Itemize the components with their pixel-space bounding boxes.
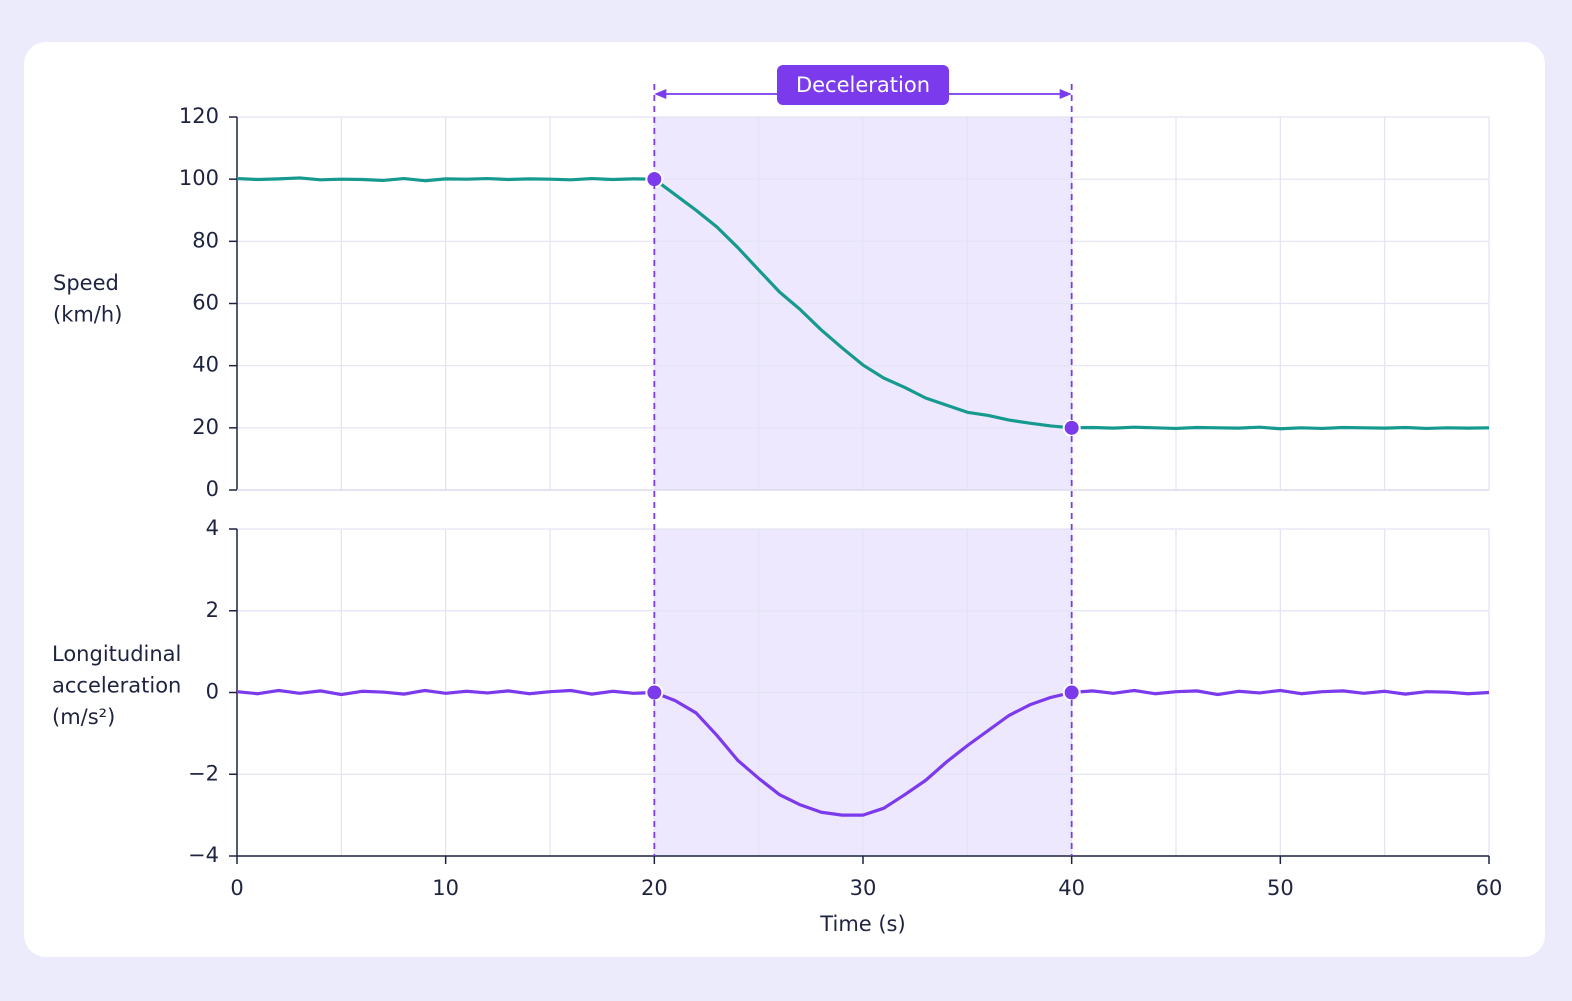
y-tick-label: 20 [192,415,219,439]
y-tick-label: −4 [188,843,219,867]
y-tick-label: 80 [192,228,219,252]
y-axis-label: Longitudinal [52,642,181,666]
card [24,42,1545,957]
x-tick-label: 40 [1058,876,1085,900]
y-tick-label: 4 [206,516,219,540]
x-tick-label: 60 [1476,876,1503,900]
y-axis-label: acceleration [52,674,181,698]
y-tick-label: 0 [206,477,219,501]
arrow-head [654,89,667,99]
x-axis-label: Time (s) [819,912,905,936]
y-tick-label: 2 [206,598,219,622]
y-tick-label: 0 [206,680,219,704]
y-axis-label: Speed [53,271,119,295]
x-tick-label: 0 [230,876,243,900]
x-tick-label: 20 [641,876,668,900]
y-tick-label: 60 [192,291,219,315]
y-tick-label: 100 [179,166,219,190]
x-tick-label: 10 [432,876,459,900]
y-tick-label: −2 [188,761,219,785]
x-tick-label: 30 [850,876,877,900]
y-tick-label: 120 [179,104,219,128]
annotation-box [777,65,949,105]
data-line [236,176,1490,431]
data-line [236,688,1490,817]
annotation-label: Deceleration [796,73,930,97]
arrow-head [1059,89,1072,99]
x-tick-label: 50 [1267,876,1294,900]
y-tick-label: 40 [192,353,219,377]
y-axis-label: (km/h) [53,303,122,327]
y-axis-label: (m/s²) [52,705,115,729]
